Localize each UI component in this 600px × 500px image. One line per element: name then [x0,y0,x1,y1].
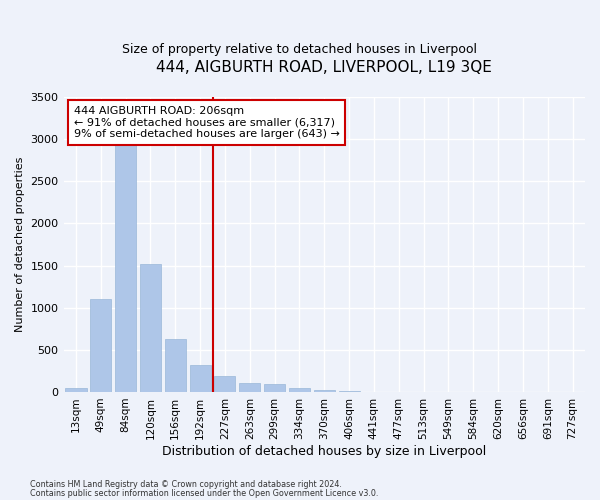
Bar [90,300,112,392]
Bar [140,264,161,392]
Text: Contains public sector information licensed under the Open Government Licence v3: Contains public sector information licen… [30,488,379,498]
Text: 444 AIGBURTH ROAD: 206sqm
← 91% of detached houses are smaller (6,317)
9% of sem: 444 AIGBURTH ROAD: 206sqm ← 91% of detac… [74,106,340,139]
Bar [338,391,359,392]
Bar [115,144,136,392]
X-axis label: Distribution of detached houses by size in Liverpool: Distribution of detached houses by size … [162,444,487,458]
Y-axis label: Number of detached properties: Number of detached properties [15,157,25,332]
Bar [165,339,186,392]
Text: Contains HM Land Registry data © Crown copyright and database right 2024.: Contains HM Land Registry data © Crown c… [30,480,342,489]
Bar [239,383,260,392]
Bar [289,388,310,392]
Bar [214,376,235,392]
Bar [264,384,285,392]
Title: 444, AIGBURTH ROAD, LIVERPOOL, L19 3QE: 444, AIGBURTH ROAD, LIVERPOOL, L19 3QE [157,60,492,75]
Bar [190,365,211,392]
Bar [314,390,335,392]
Text: Size of property relative to detached houses in Liverpool: Size of property relative to detached ho… [122,42,478,56]
Bar [65,388,86,392]
